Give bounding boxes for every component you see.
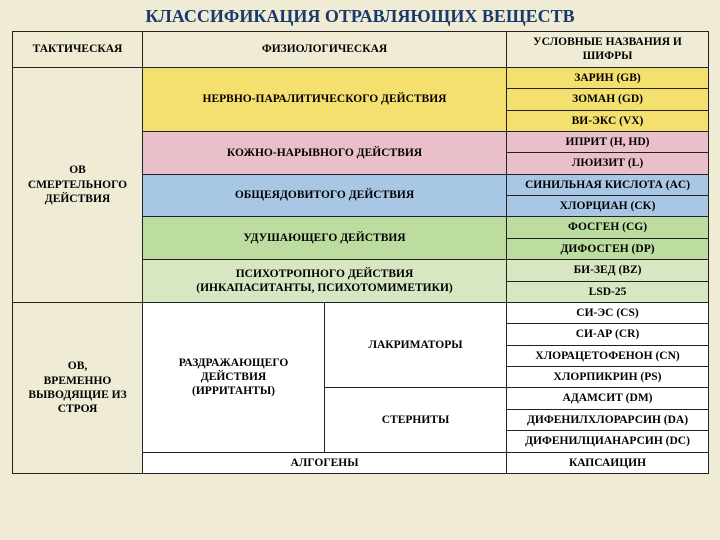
phys-nerve: НЕРВНО-ПАРАЛИТИЧЕСКОГО ДЕЙСТВИЯ xyxy=(143,67,507,131)
agent-dc: ДИФЕНИЛЦИАНАРСИН (DC) xyxy=(507,431,709,452)
agent-da: ДИФЕНИЛХЛОРАРСИН (DA) xyxy=(507,409,709,430)
agent-bz: БИ-ЗЕД (BZ) xyxy=(507,260,709,281)
agent-cap: КАПСАИЦИН xyxy=(507,452,709,473)
tac-incap: ОВ,ВРЕМЕННО ВЫВОДЯЩИЕ ИЗ СТРОЯ xyxy=(13,302,143,473)
phys-psycho: ПСИХОТРОПНОГО ДЕЙСТВИЯ(ИНКАПАСИТАНТЫ, ПС… xyxy=(143,260,507,303)
agent-cn: ХЛОРАЦЕТОФЕНОН (CN) xyxy=(507,345,709,366)
page-title: КЛАССИФИКАЦИЯ ОТРАВЛЯЮЩИХ ВЕЩЕСТВ xyxy=(0,0,720,31)
tac-lethal: ОВСМЕРТЕЛЬНОГО ДЕЙСТВИЯ xyxy=(13,67,143,302)
phys-blister: КОЖНО-НАРЫВНОГО ДЕЙСТВИЯ xyxy=(143,131,507,174)
table-header-row: ТАКТИЧЕСКАЯ ФИЗИОЛОГИЧЕСКАЯ УСЛОВНЫЕ НАЗ… xyxy=(13,32,709,68)
agent-lsd: LSD-25 xyxy=(507,281,709,302)
agent-hd: ИПРИТ (H, HD) xyxy=(507,131,709,152)
agent-vx: ВИ-ЭКС (VX) xyxy=(507,110,709,131)
agent-dp: ДИФОСГЕН (DP) xyxy=(507,238,709,259)
th-codes: УСЛОВНЫЕ НАЗВАНИЯ И ШИФРЫ xyxy=(507,32,709,68)
agent-gd: ЗОМАН (GD) xyxy=(507,89,709,110)
agent-ps: ХЛОРПИКРИН (PS) xyxy=(507,367,709,388)
agent-ck: ХЛОРЦИАН (CK) xyxy=(507,196,709,217)
agent-ac: СИНИЛЬНАЯ КИСЛОТА (AC) xyxy=(507,174,709,195)
agent-cg: ФОСГЕН (CG) xyxy=(507,217,709,238)
agent-gb: ЗАРИН (GB) xyxy=(507,67,709,88)
agent-cr: СИ-АР (CR) xyxy=(507,324,709,345)
phys-irr: РАЗДРАЖАЮЩЕГО ДЕЙСТВИЯ(ИРРИТАНТЫ) xyxy=(143,302,325,452)
agent-l: ЛЮИЗИТ (L) xyxy=(507,153,709,174)
th-physio: ФИЗИОЛОГИЧЕСКАЯ xyxy=(143,32,507,68)
classification-table: ТАКТИЧЕСКАЯ ФИЗИОЛОГИЧЕСКАЯ УСЛОВНЫЕ НАЗ… xyxy=(12,31,709,474)
phys-lacr: ЛАКРИМАТОРЫ xyxy=(325,302,507,388)
agent-dm: АДАМСИТ (DM) xyxy=(507,388,709,409)
phys-algo: АЛГОГЕНЫ xyxy=(143,452,507,473)
th-tactical: ТАКТИЧЕСКАЯ xyxy=(13,32,143,68)
phys-chok: УДУШАЮЩЕГО ДЕЙСТВИЯ xyxy=(143,217,507,260)
agent-cs: СИ-ЭС (CS) xyxy=(507,302,709,323)
phys-stern: СТЕРНИТЫ xyxy=(325,388,507,452)
phys-blood: ОБЩЕЯДОВИТОГО ДЕЙСТВИЯ xyxy=(143,174,507,217)
page: КЛАССИФИКАЦИЯ ОТРАВЛЯЮЩИХ ВЕЩЕСТВ ТАКТИЧ… xyxy=(0,0,720,540)
